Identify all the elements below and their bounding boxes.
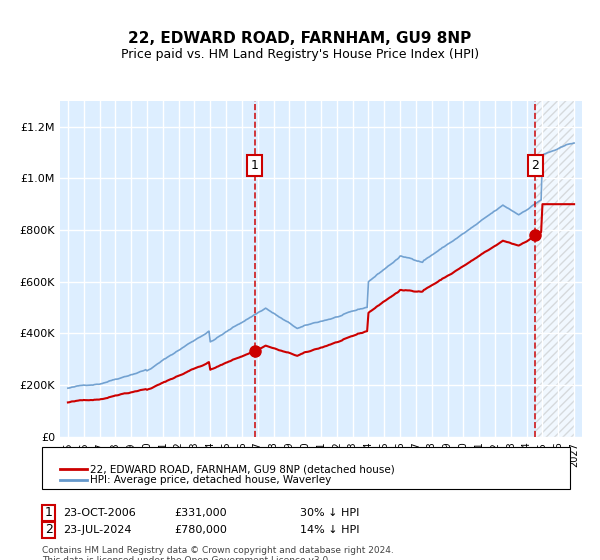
Text: 22, EDWARD ROAD, FARNHAM, GU9 8NP: 22, EDWARD ROAD, FARNHAM, GU9 8NP [128,31,472,46]
Text: 1: 1 [44,506,53,520]
Text: £331,000: £331,000 [174,508,227,518]
Text: 23-OCT-2006: 23-OCT-2006 [63,508,136,518]
Text: 30% ↓ HPI: 30% ↓ HPI [300,508,359,518]
Text: Price paid vs. HM Land Registry's House Price Index (HPI): Price paid vs. HM Land Registry's House … [121,48,479,60]
Text: 1: 1 [251,159,259,172]
Text: 2: 2 [532,159,539,172]
Text: HPI: Average price, detached house, Waverley: HPI: Average price, detached house, Wave… [90,475,331,485]
Text: Contains HM Land Registry data © Crown copyright and database right 2024.
This d: Contains HM Land Registry data © Crown c… [42,546,394,560]
Text: 23-JUL-2024: 23-JUL-2024 [63,525,131,535]
Text: 2: 2 [44,523,53,536]
Text: 14% ↓ HPI: 14% ↓ HPI [300,525,359,535]
Text: 22, EDWARD ROAD, FARNHAM, GU9 8NP (detached house): 22, EDWARD ROAD, FARNHAM, GU9 8NP (detac… [90,464,395,474]
Text: £780,000: £780,000 [174,525,227,535]
